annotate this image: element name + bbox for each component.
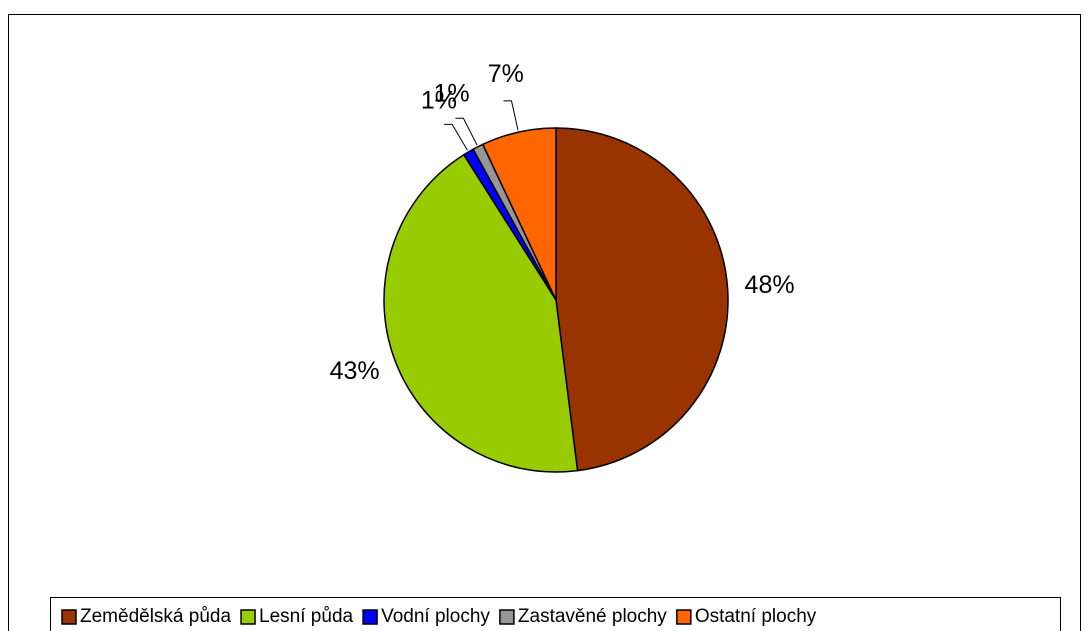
leader-line [444,123,468,151]
pie-slice [555,127,729,472]
legend-swatch [362,609,378,625]
legend-label: Zastavěné plochy [518,606,667,627]
leader-line [503,100,519,131]
legend-swatch [499,609,515,625]
legend-box [50,597,1061,631]
leader-line [455,117,478,146]
legend-swatch [676,609,692,625]
legend-label: Ostatní plochy [695,606,817,627]
value-label: 43% [330,357,380,385]
value-label: 48% [745,271,795,299]
legend-swatch [61,609,77,625]
value-label: 1% [434,80,470,108]
value-label: 7% [488,60,524,88]
legend-label: Vodní plochy [381,606,490,627]
value-label: 1% [421,87,457,115]
pie-slice [383,153,579,473]
legend-swatch [240,609,256,625]
legend-label: Zemědělská půda [80,606,231,627]
legend-label: Lesní půda [259,606,353,627]
pie-slice [481,127,557,301]
